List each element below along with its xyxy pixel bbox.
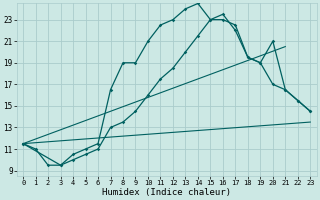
X-axis label: Humidex (Indice chaleur): Humidex (Indice chaleur) — [102, 188, 231, 197]
